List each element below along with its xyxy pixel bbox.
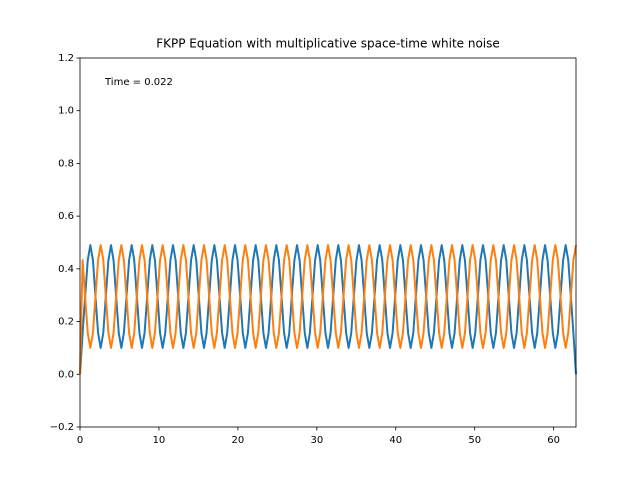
y-tick-label: 0.6 bbox=[58, 211, 74, 222]
x-tick-label: 20 bbox=[232, 435, 245, 446]
x-tick-label: 10 bbox=[153, 435, 166, 446]
y-tick-label: 0.2 bbox=[58, 317, 74, 328]
y-tick-label: 1.2 bbox=[58, 53, 74, 64]
annotation: Time = 0.022 bbox=[104, 77, 173, 88]
plot-frame bbox=[79, 57, 577, 428]
x-tick-label: 0 bbox=[77, 435, 83, 446]
y-tick-label: 0.8 bbox=[58, 158, 74, 169]
x-tick-label: 30 bbox=[310, 435, 323, 446]
y-tick-label: 1.0 bbox=[58, 106, 74, 117]
y-tick-label: 0.4 bbox=[58, 264, 74, 275]
chart-title: FKPP Equation with multiplicative space-… bbox=[156, 37, 500, 51]
x-tick-label: 60 bbox=[547, 435, 560, 446]
x-tick-label: 50 bbox=[468, 435, 481, 446]
data-line bbox=[79, 244, 577, 375]
y-tick-label: 0.0 bbox=[58, 369, 74, 380]
x-tick-label: 40 bbox=[389, 435, 402, 446]
y-tick-label: −0.2 bbox=[50, 422, 74, 433]
data-line bbox=[79, 244, 577, 375]
